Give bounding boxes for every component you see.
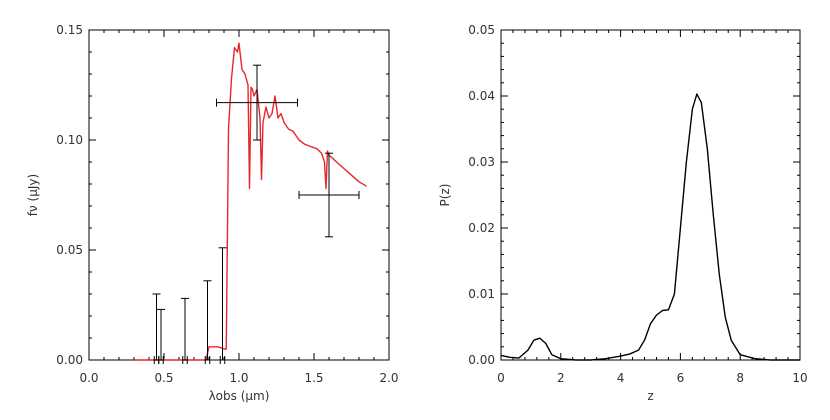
y-tick-label: 0.03 (468, 155, 495, 169)
x-axis-label: λobs (μm) (209, 389, 270, 403)
error-bar (298, 152, 360, 238)
x-tick-label: 4 (617, 371, 625, 385)
x-tick-label: 1.0 (229, 371, 248, 385)
x-axis-label: z (647, 389, 653, 403)
x-tick-label: 10 (792, 371, 807, 385)
x-tick-label: 0.5 (154, 371, 173, 385)
plot-frame (500, 29, 801, 361)
y-tick-label: 0.04 (468, 89, 495, 103)
y-tick-label: 0.10 (56, 133, 83, 147)
x-tick-label: 1.5 (304, 371, 323, 385)
series-line (134, 42, 367, 361)
y-tick-label: 0.05 (56, 243, 83, 257)
x-tick-label: 8 (736, 371, 744, 385)
error-bar (152, 293, 161, 364)
y-tick-label: 0.01 (468, 287, 495, 301)
y-tick-label: 0.02 (468, 221, 495, 235)
x-tick-label: 0 (497, 371, 505, 385)
series-line (500, 93, 800, 361)
y-tick-label: 0.00 (56, 353, 83, 367)
x-tick-label: 6 (677, 371, 685, 385)
sed-panel: 0.0 0.5 1.0 1.5 2.0 0.00 0.05 0.10 0.15 λobs (μm)… (26, 23, 399, 403)
x-tick-label: 0.0 (79, 371, 98, 385)
y-axis-label: fν (μJy) (26, 174, 40, 216)
y-tick-label: 0.00 (468, 353, 495, 367)
error-bar (216, 64, 298, 141)
x-tick-label: 2.0 (379, 371, 398, 385)
error-bar (181, 297, 189, 364)
pz-panel: 0 2 4 6 8 10 0.00 0.01 0.02 0.03 0.04 0.05 z P(z) (438, 23, 808, 403)
y-axis-label: P(z) (438, 184, 452, 207)
error-bar (157, 308, 165, 364)
error-bar (218, 247, 227, 364)
error-bar (203, 280, 212, 364)
x-tick-label: 2 (557, 371, 565, 385)
y-tick-label: 0.15 (56, 23, 83, 37)
y-tick-label: 0.05 (468, 23, 495, 37)
